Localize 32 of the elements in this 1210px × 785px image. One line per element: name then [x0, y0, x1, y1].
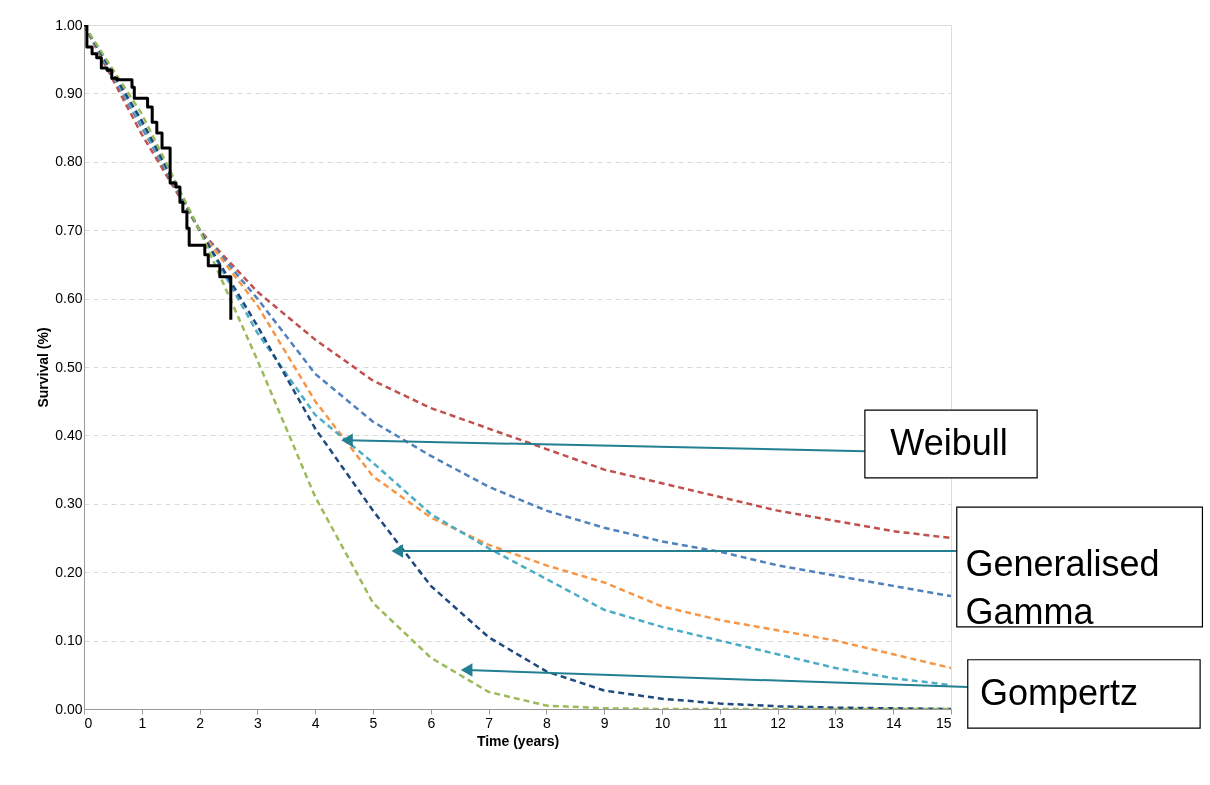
x-tick-label: 7 — [485, 714, 494, 731]
x-tick-label: 9 — [600, 714, 609, 731]
y-tick-label: 1.00 — [55, 16, 83, 33]
y-tick-label: 0.90 — [55, 84, 83, 101]
x-tick-label: 10 — [654, 714, 671, 731]
y-tick-label: 0.10 — [55, 632, 83, 649]
x-tick-label: 1 — [138, 714, 147, 731]
x-tick-label: 11 — [713, 714, 728, 731]
x-tick-label: 14 — [885, 714, 902, 731]
y-tick-label: 0.80 — [55, 153, 83, 170]
y-axis-title: Survival (%) — [35, 327, 52, 408]
x-tick-label: 8 — [543, 714, 551, 731]
annotation: Generalised Gamma — [965, 543, 1160, 633]
y-tick-label: 0.60 — [55, 290, 83, 307]
annotation: Gompertz — [979, 671, 1138, 713]
x-tick-label: 2 — [196, 714, 205, 731]
y-tick-label: 0.30 — [55, 495, 83, 512]
x-tick-label: 13 — [828, 714, 844, 731]
y-tick-label: 0.20 — [55, 563, 83, 580]
y-tick-label: 0.00 — [55, 700, 83, 717]
x-tick-label: 12 — [770, 714, 787, 731]
annotation: Weibull — [890, 421, 1008, 463]
y-tick-label: 0.50 — [55, 358, 83, 375]
y-tick-label: 0.70 — [55, 221, 83, 238]
x-axis-title: Time (years) — [476, 732, 560, 749]
x-tick-label: 5 — [369, 714, 378, 731]
x-tick-label: 0 — [84, 714, 93, 731]
x-tick-label: 4 — [311, 714, 320, 731]
x-tick-label: 6 — [427, 714, 436, 731]
x-tick-label: 3 — [254, 714, 262, 731]
x-tick-label: 15 — [935, 714, 952, 731]
y-tick-label: 0.40 — [55, 426, 83, 443]
